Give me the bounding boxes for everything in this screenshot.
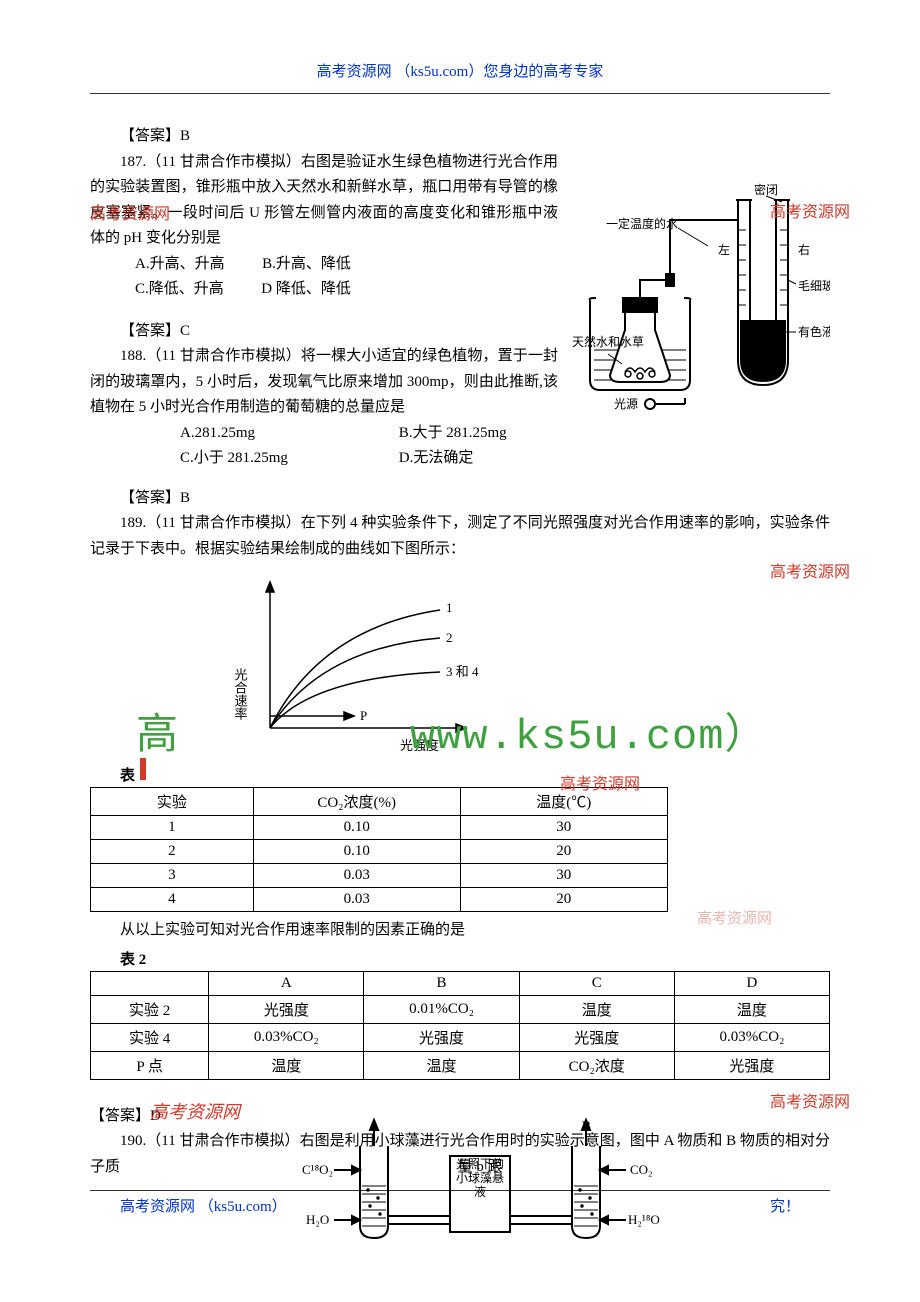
q187-optD: D 降低、降低: [261, 281, 351, 297]
answer-186: 【答案】B: [90, 124, 830, 150]
table-row: 20.1020: [91, 840, 831, 864]
fig-label-right: 右: [798, 242, 810, 257]
fig-label-A: A: [370, 1118, 380, 1133]
table1-caption: 表 1: [90, 764, 830, 785]
t2-h3: C: [519, 971, 674, 995]
watermark-green-right: www.ks5u.com）: [410, 700, 767, 761]
fig-label-water: 天然水和水草: [572, 334, 644, 349]
q187-figure: 密闭 一定温度的水 左 右 毛细玻璃管 有色液体 天然水和水草 光源: [570, 150, 830, 420]
watermark-red: 高考资源网: [770, 558, 850, 582]
fig-label-B: B: [582, 1118, 591, 1133]
q187-optC: C.降低、升高: [135, 281, 224, 297]
q188-stem: 188.（11 甘肃合作市模拟）将一棵大小适宜的绿色植物，置于一封闭的玻璃罩内，…: [90, 344, 558, 421]
red-bar-decoration: [140, 758, 146, 780]
fig-left-water: H₂O: [306, 1212, 329, 1227]
t1-h0: 实验: [91, 788, 254, 816]
table-row: 实验 40.03%CO₂光强度光强度0.03%CO₂: [91, 1023, 830, 1051]
q190-figure: A B C¹⁸O₂ H₂O CO₂ H₂¹⁸O 光照下的小球藻悬液: [300, 1116, 660, 1246]
fig-right-gas: CO₂: [630, 1162, 653, 1177]
header-text: 高考资源网 （ks5u.com）您身边的高考专家: [317, 64, 604, 80]
watermark-green-left: 高: [136, 700, 178, 761]
chart-series-1: 1: [446, 600, 453, 615]
q189-stem: 189.（11 甘肃合作市模拟）在下列 4 种实验条件下，测定了不同光照强度对光…: [90, 511, 830, 562]
wm-row: 高考资源网: [90, 1086, 830, 1104]
answer-188: 【答案】B: [90, 486, 830, 512]
chart-p-label: P: [360, 708, 367, 723]
watermark-pale: 高考资源网: [697, 907, 772, 928]
watermark-red: 高考资源网: [150, 1098, 240, 1124]
t2-h2: B: [364, 971, 519, 995]
q188-optB: B.大于 281.25mg: [399, 425, 507, 441]
q188-optC: C.小于 281.25mg: [135, 446, 395, 472]
fig-right-water: H₂¹⁸O: [628, 1212, 660, 1227]
t2-h1: A: [209, 971, 364, 995]
table-row: 实验 CO₂浓度(%) 温度(℃): [91, 788, 831, 816]
page-header: 高考资源网 （ks5u.com）您身边的高考专家: [90, 60, 830, 81]
watermark-red: 高考资源网: [90, 200, 170, 224]
fig-label-colored: 有色液体: [798, 324, 830, 339]
fig-label-cap: 毛细玻璃管: [798, 278, 830, 293]
fig-left-gas: C¹⁸O₂: [302, 1162, 333, 1177]
q188-optD: D.无法确定: [399, 450, 474, 466]
chart-series-2: 2: [446, 630, 453, 645]
t1-h1: CO₂浓度(%): [253, 788, 460, 816]
q187-text-col: 187.（11 甘肃合作市模拟）右图是验证水生绿色植物进行光合作用的实验装置图，…: [90, 150, 558, 421]
table-row: 10.1030: [91, 816, 831, 840]
t2-h4: D: [674, 971, 829, 995]
q188-options: A.281.25mg B.大于 281.25mg C.小于 281.25mg D…: [90, 421, 830, 472]
watermark-red: 高考资源网: [560, 770, 640, 794]
q187-optA: A.升高、升高: [135, 256, 225, 272]
fig-mid-label: 光照下的小球藻悬液: [452, 1158, 508, 1199]
table2-caption: 表 2: [90, 948, 830, 969]
table-row: A B C D: [91, 971, 830, 995]
table-row: 30.0330: [91, 864, 831, 888]
table-row: 实验 2光强度0.01%CO₂温度温度: [91, 995, 830, 1023]
q189-table2: A B C D 实验 2光强度0.01%CO₂温度温度 实验 40.03%CO₂…: [90, 971, 830, 1080]
fig-label-light: 光源: [614, 397, 638, 410]
header-rule: [90, 93, 830, 94]
watermark-red: 高考资源网: [770, 198, 850, 222]
page-container: 高考资源网 （ks5u.com）您身边的高考专家 高考资源网 高考资源网 高考资…: [0, 0, 920, 1236]
q187-options-row1: A.升高、升高 B.升高、降低: [90, 252, 558, 278]
fig-label-sealed: 密闭: [754, 182, 778, 197]
footer-left: 高考资源网 （ks5u.com）: [120, 1195, 287, 1216]
answer-187: 【答案】C: [90, 319, 558, 345]
q187-optB: B.升高、降低: [262, 256, 351, 272]
t2-h0: [91, 971, 209, 995]
q187-block: 187.（11 甘肃合作市模拟）右图是验证水生绿色植物进行光合作用的实验装置图，…: [90, 150, 830, 421]
q187-options-row2: C.降低、升高 D 降低、降低: [90, 277, 558, 303]
fig-label-temp: 一定温度的水: [606, 216, 678, 231]
chart-ylabel: 光合速率: [233, 668, 248, 720]
q189-table1: 实验 CO₂浓度(%) 温度(℃) 10.1030 20.1020 30.033…: [90, 787, 830, 912]
algae-svg: A B C¹⁸O₂ H₂O CO₂ H₂¹⁸O 光照下的小球藻悬液: [300, 1116, 660, 1246]
apparatus-svg: 密闭 一定温度的水 左 右 毛细玻璃管 有色液体 天然水和水草 光源: [570, 150, 830, 410]
footer-right: 究！: [770, 1195, 800, 1216]
table-row: P 点温度温度CO₂浓度光强度: [91, 1051, 830, 1079]
fig-label-left: 左: [718, 242, 730, 257]
q188-optA: A.281.25mg: [135, 421, 395, 447]
chart-series-34: 3 和 4: [446, 664, 479, 679]
